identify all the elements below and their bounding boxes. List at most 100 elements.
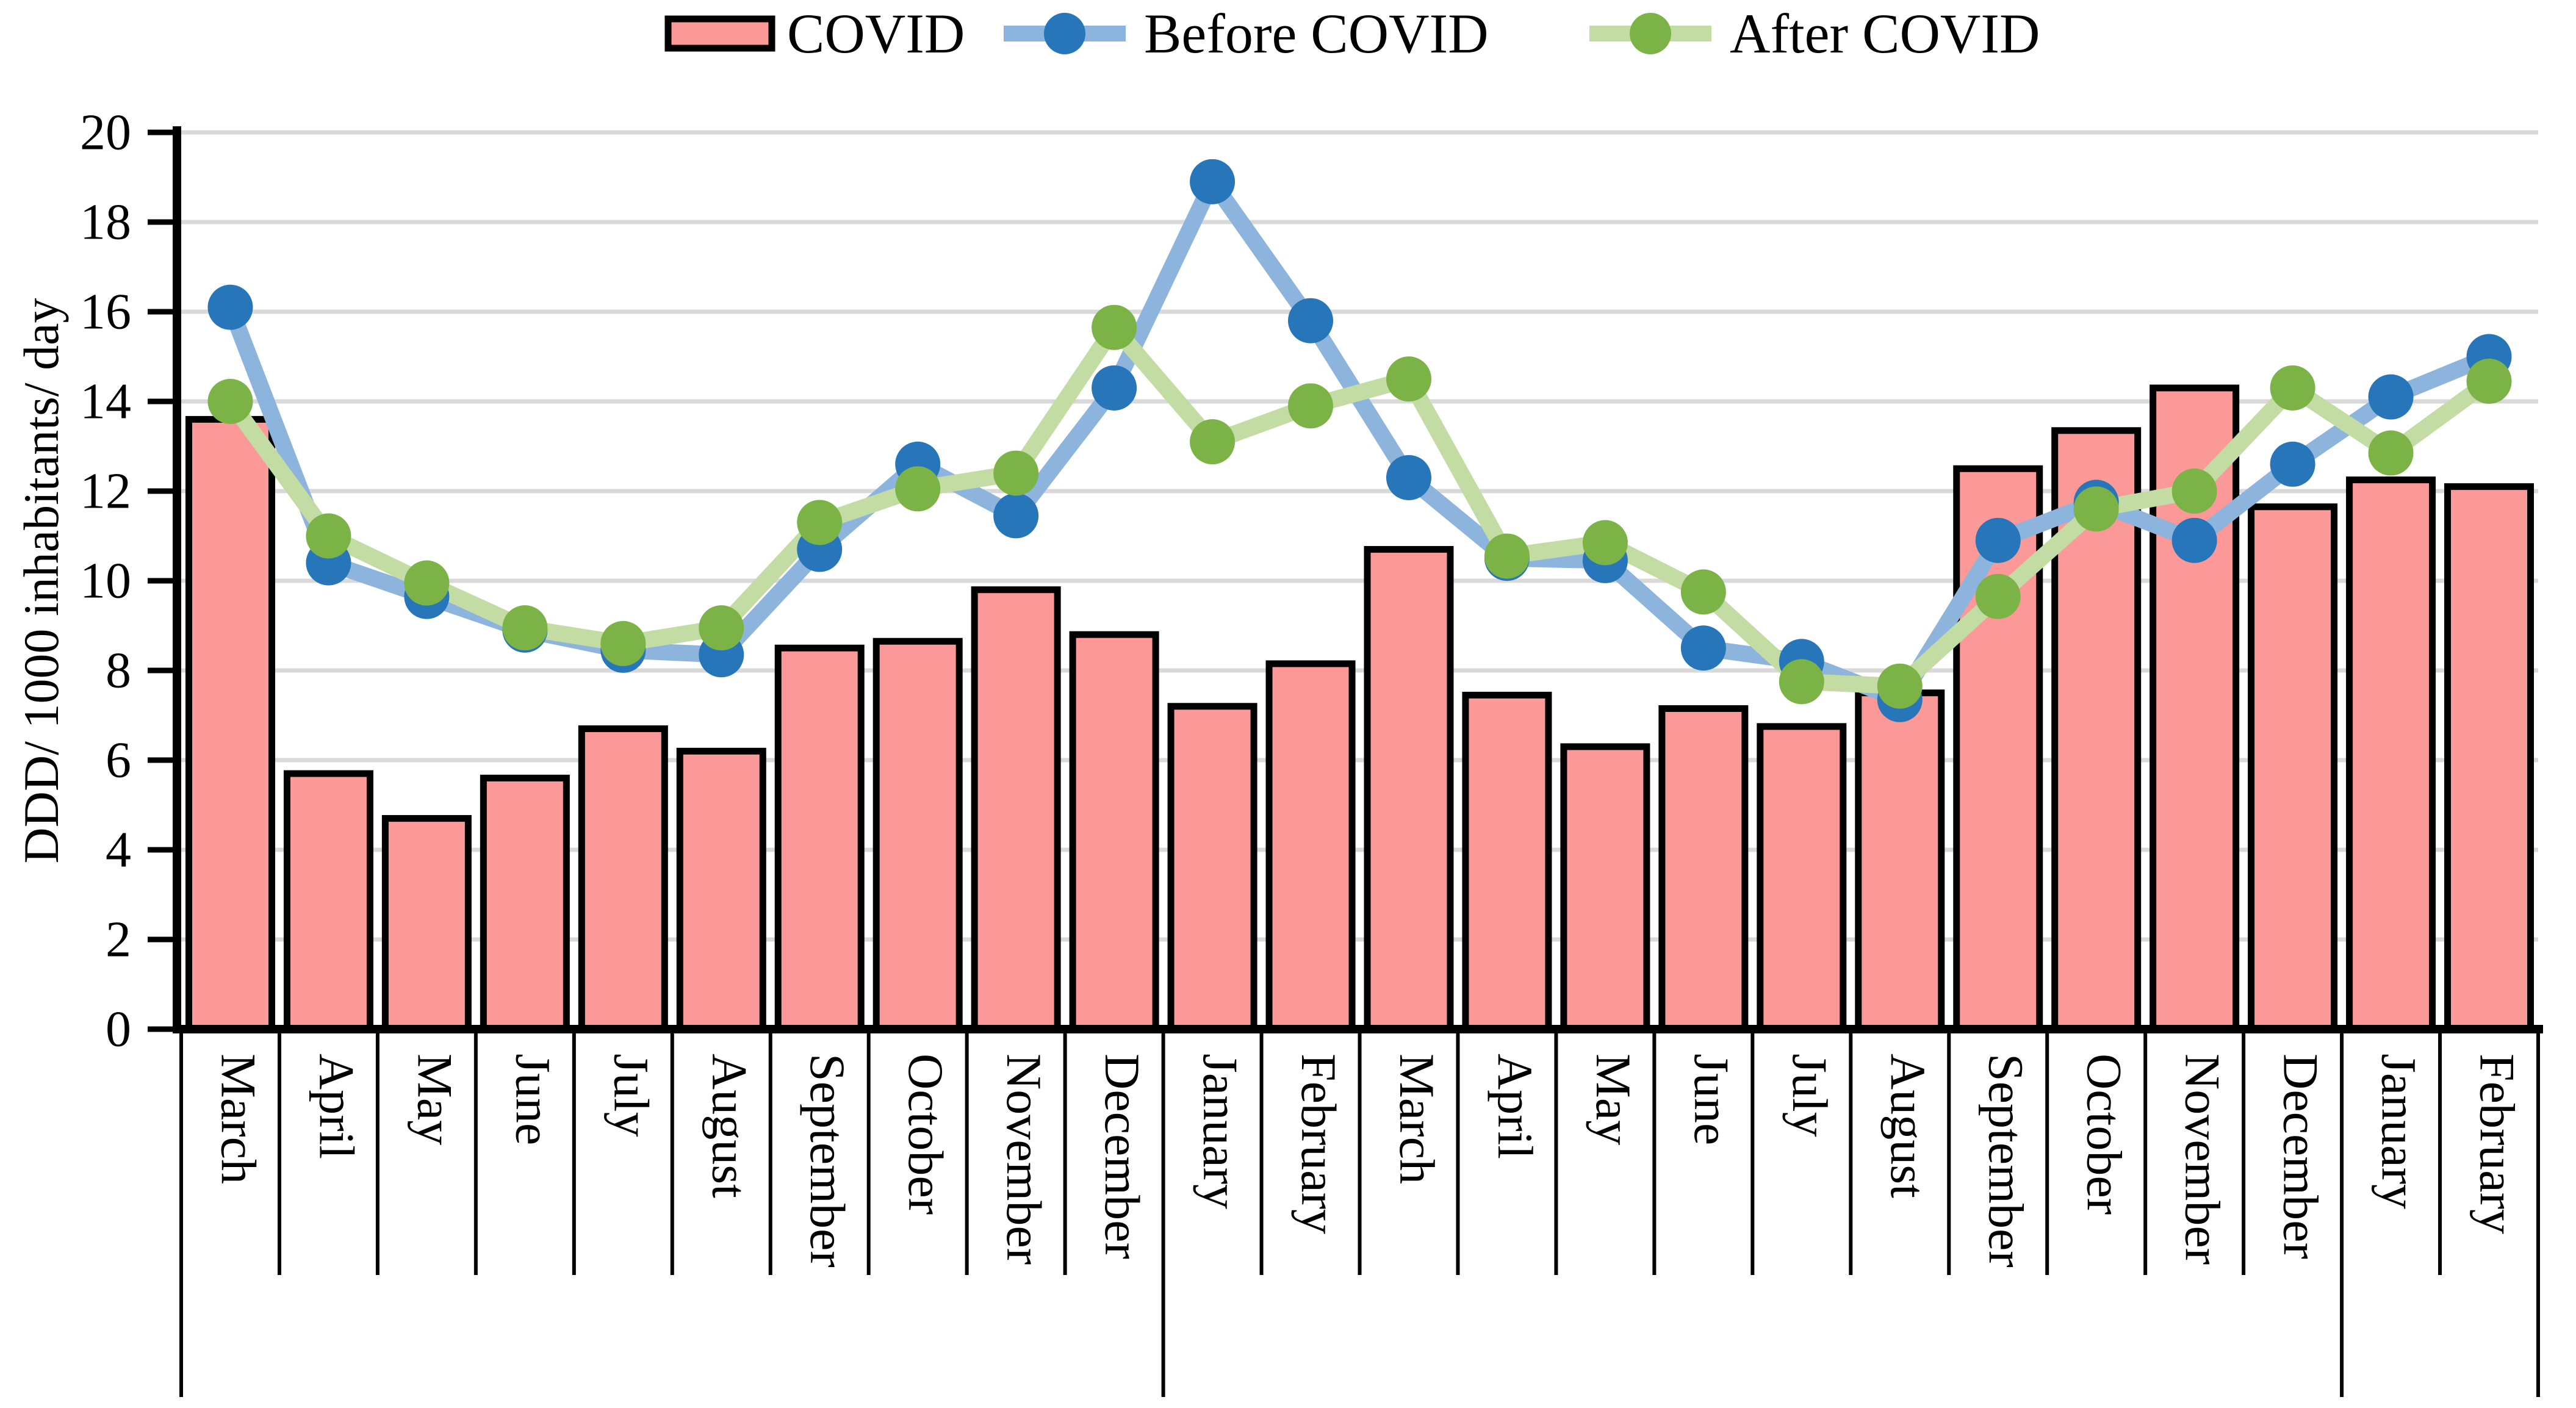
y-tick-label: 2 [106,911,131,968]
x-axis-label-month: April [1488,1054,1543,1159]
marker-before-covid [207,284,253,330]
y-tick-label: 6 [106,732,131,789]
legend: COVID Before COVID After COVID [664,2,2040,65]
y-axis-tick-labels-layer: 0 2 4 6 8 10 12 14 16 18 20 [80,104,131,1058]
x-axis-label-month: February [2470,1054,2525,1234]
marker-before-covid [1680,625,1726,671]
y-tick-label: 10 [80,553,131,609]
bar [480,774,570,1033]
y-tick-label: 4 [106,822,131,878]
x-axis-label-month: January [2372,1054,2427,1209]
marker-after-covid [1092,304,1137,350]
x-axis-label-month: November [996,1054,1052,1265]
marker-before-covid [1386,454,1431,500]
marker-after-covid [600,620,646,666]
legend-item-covid: COVID [664,2,965,65]
x-axis-label-month: August [702,1054,757,1198]
marker-after-covid [2171,469,2217,514]
marker-after-covid [1386,356,1431,402]
marker-after-covid [993,450,1039,496]
x-axis-label-month: March [210,1054,266,1184]
bar [2248,503,2338,1033]
legend-label-before-covid: Before COVID [1144,2,1489,65]
bar [283,770,373,1033]
marker-after-covid [404,560,450,606]
marker-after-covid [699,605,744,651]
x-axis-label-month: June [1684,1054,1740,1145]
marker-before-covid [1288,298,1334,343]
marker-before-covid [1975,517,2021,563]
after-covid-marker-icon [1630,13,1671,54]
y-tick-label: 14 [80,373,131,430]
bar [1265,660,1356,1033]
x-axis-label-month: July [603,1054,659,1137]
bar [381,815,472,1033]
x-axis-label-month: November [2175,1054,2231,1265]
covid-bar-swatch-icon [664,15,775,52]
legend-item-before-covid: Before COVID [1004,2,1489,65]
marker-after-covid [1779,659,1824,705]
marker-after-covid [306,513,351,559]
x-axis-label-month: February [1291,1054,1347,1234]
legend-label-after-covid: After COVID [1730,2,2040,65]
bar [2346,476,2436,1033]
x-axis-label-month: December [2273,1054,2329,1259]
y-tick-label: 12 [80,463,131,520]
marker-after-covid [797,500,843,545]
marker-after-covid [1288,383,1334,429]
x-axis-label-month: December [1095,1054,1150,1259]
bar [185,415,275,1033]
marker-after-covid [502,605,548,651]
marker-after-covid [2368,430,2414,476]
marker-before-covid [2171,517,2217,563]
legend-label-covid: COVID [787,2,965,65]
marker-before-covid [2270,441,2315,487]
y-tick-label: 0 [106,1001,131,1058]
marker-after-covid [2073,486,2119,532]
marker-after-covid [1582,520,1628,566]
marker-after-covid [1877,663,1923,709]
x-axis-label-month: October [2077,1054,2132,1215]
marker-after-covid [1975,573,2021,619]
x-axis-label-month: January [1193,1054,1248,1209]
x-axis-label-month: June [505,1054,561,1145]
y-axis-title: DDD/ 1000 inhabitants/ day [13,298,69,864]
x-axis-label-month: March [1389,1054,1445,1184]
marker-after-covid [2466,358,2512,404]
marker-before-covid [993,493,1039,539]
y-tick-label: 20 [80,104,131,161]
line-series-layer [207,159,2512,722]
bar [1757,723,1847,1033]
axes-layer [148,126,2543,1397]
marker-after-covid [1484,533,1530,579]
bar [1462,691,1552,1033]
bar [1069,631,1159,1033]
bar [2444,483,2535,1033]
y-tick-label: 8 [106,642,131,699]
x-axis-label-month: September [1979,1054,2034,1268]
bar [1658,705,1749,1033]
y-tick-label: 16 [80,284,131,340]
bar [1560,743,1650,1033]
x-axis-labels-layer: March April May June July August September Octo… [210,1054,2525,1268]
x-axis-label-month: July [1782,1054,1838,1137]
x-axis-label-month: August [1880,1054,1936,1198]
marker-before-covid [1190,159,1236,204]
x-axis-label-month: September [800,1054,855,1268]
x-axis-label-month: October [898,1054,954,1215]
bar [1855,689,1945,1033]
marker-after-covid [1190,419,1236,465]
marker-after-covid [207,379,253,424]
x-axis-label-month: May [407,1054,462,1145]
marker-before-covid [2368,374,2414,420]
legend-item-after-covid: After COVID [1589,2,2040,65]
bar [676,747,766,1033]
marker-after-covid [2270,365,2315,411]
x-axis-label-month: April [309,1054,364,1159]
marker-before-covid [1092,365,1137,411]
bar [872,638,963,1033]
bar [774,644,865,1033]
bar [578,725,668,1033]
